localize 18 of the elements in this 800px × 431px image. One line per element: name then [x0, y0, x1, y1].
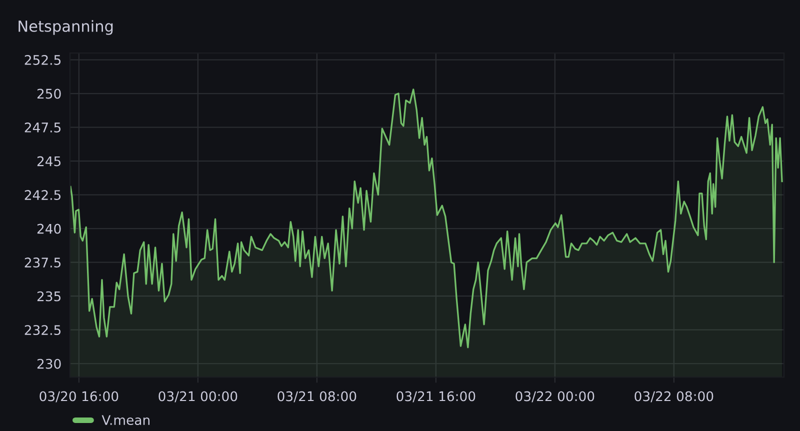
y-tick-label: 242.5 — [24, 190, 61, 200]
legend-label: V.mean — [102, 415, 150, 426]
y-tick-label: 240 — [37, 224, 61, 234]
y-tick-label: 250 — [37, 88, 61, 99]
y-tick-label: 232.5 — [24, 325, 61, 336]
x-tick-label: 03/20 16:00 — [40, 391, 118, 402]
x-tick-label: 03/21 00:00 — [158, 391, 238, 402]
x-tick-label: 03/22 00:00 — [516, 391, 594, 402]
y-tick-label: 230 — [37, 358, 61, 369]
y-tick-label: 245 — [37, 156, 61, 166]
x-tick-label: 03/22 08:00 — [634, 391, 714, 402]
y-tick-label: 252.5 — [24, 54, 61, 65]
y-tick-label: 237.5 — [24, 258, 61, 268]
x-tick-label: 03/21 16:00 — [396, 391, 476, 402]
chart-title: Netspanning — [18, 20, 113, 35]
y-tick-label: 247.5 — [24, 122, 61, 132]
x-tick-label: 03/21 08:00 — [278, 391, 356, 402]
y-tick-label: 235 — [37, 291, 61, 302]
